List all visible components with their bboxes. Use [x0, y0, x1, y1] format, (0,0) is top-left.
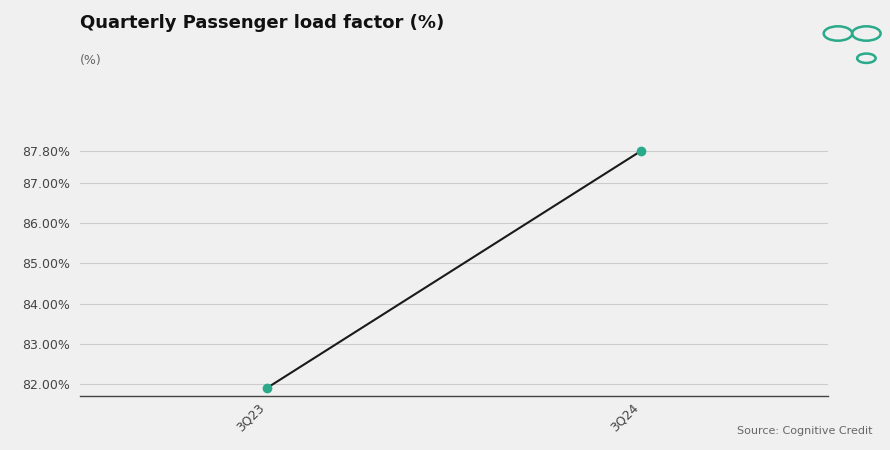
Text: Source: Cognitive Credit: Source: Cognitive Credit	[737, 427, 872, 436]
Text: (%): (%)	[80, 54, 101, 67]
Text: Quarterly Passenger load factor (%): Quarterly Passenger load factor (%)	[80, 14, 444, 32]
